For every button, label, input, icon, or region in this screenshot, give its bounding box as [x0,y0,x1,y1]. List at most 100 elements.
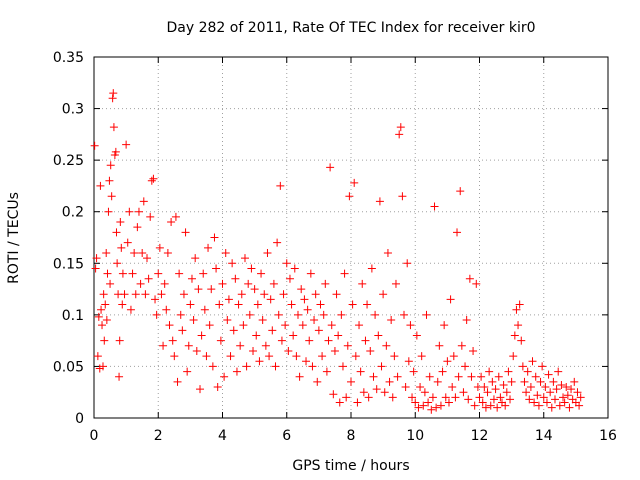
data-point [94,312,103,321]
data-point [197,331,206,340]
y-tick-label: 0.3 [62,102,84,118]
data-point [340,269,349,278]
x-tick-label: 8 [347,428,356,444]
data-point [207,285,216,294]
data-point [507,377,516,386]
data-point [387,316,396,325]
data-point [179,290,188,299]
data-point [191,254,200,263]
y-tick-label: 0.2 [62,205,84,221]
data-point [491,385,500,394]
data-point [223,316,232,325]
data-point [499,380,508,389]
x-tick-label: 2 [154,428,163,444]
data-point [422,310,431,319]
data-point [567,385,576,394]
data-point [102,248,111,257]
data-point [107,192,116,201]
data-point [289,331,298,340]
data-point [459,388,468,397]
data-point [464,395,473,404]
data-point [375,197,384,206]
y-tick-label: 0.35 [53,50,84,66]
data-point [104,207,113,216]
data-point [184,341,193,350]
data-point [194,285,203,294]
data-point [231,274,240,283]
data-point [96,181,105,190]
data-point [284,346,293,355]
data-point [287,300,296,309]
data-point [163,248,172,257]
data-point [310,316,319,325]
data-point [544,370,553,379]
data-point [549,377,558,386]
data-point [187,274,196,283]
data-point [162,305,171,314]
data-point [348,300,357,309]
data-point [486,401,495,410]
data-point [334,331,343,340]
data-point [186,300,195,309]
data-point [438,367,447,376]
data-point [265,352,274,361]
data-point [178,326,187,335]
data-point [361,336,370,345]
data-point [506,395,515,404]
data-point [273,238,282,247]
data-point [416,383,425,392]
data-point [330,346,339,355]
data-point [125,207,134,216]
data-point [103,269,112,278]
data-point [115,372,124,381]
data-point [208,362,217,371]
data-point [199,269,208,278]
data-point [160,279,169,288]
data-point [436,401,445,410]
data-point [390,352,399,361]
y-axis-label: ROTI / TECUs [6,192,22,284]
data-point [347,377,355,386]
data-point [183,367,192,376]
data-point [412,331,421,340]
data-point [409,367,418,376]
data-point [379,290,388,299]
data-point [345,192,354,201]
data-point [326,163,335,172]
data-point [522,388,531,397]
data-point [488,377,497,386]
data-point [98,321,107,330]
data-point [400,310,409,319]
data-point [351,352,360,361]
data-point [332,290,341,299]
data-point [374,331,383,340]
data-point [106,279,115,288]
data-point [277,336,286,345]
data-point [257,269,266,278]
y-tick-labels: 0 0.05 0.1 0.15 0.2 0.25 0.3 0.35 [53,50,84,427]
data-point [560,398,569,407]
data-point [295,372,304,381]
data-point [383,248,392,257]
data-point [192,346,201,355]
data-point [105,176,114,185]
data-point [170,352,179,361]
data-point [417,352,426,361]
data-point [509,352,518,361]
data-point [322,367,331,376]
data-point [356,367,365,376]
data-point [353,398,362,407]
data-point [141,290,150,299]
data-point [266,295,275,304]
data-point [343,341,352,350]
data-point [118,300,127,309]
data-point [573,388,582,397]
data-point [517,336,526,345]
data-point [97,305,106,314]
data-point [118,269,127,278]
data-point [221,248,230,257]
data-point [446,295,455,304]
data-point [533,391,542,400]
data-point [318,352,327,361]
